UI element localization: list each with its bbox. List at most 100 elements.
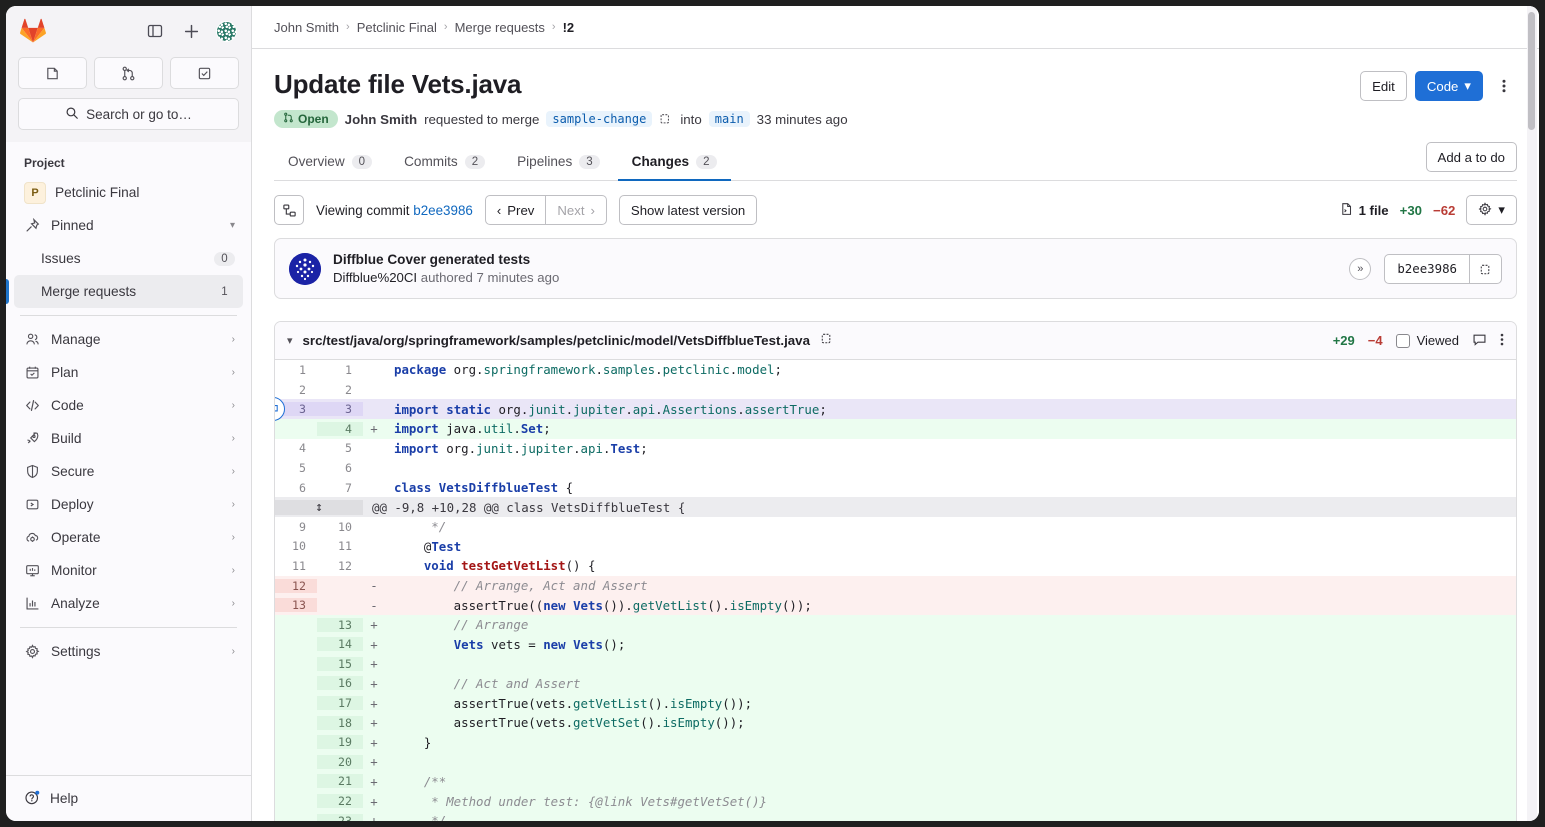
diff-new-line-number[interactable]: 21 (317, 774, 363, 789)
diff-old-line-number[interactable]: 6 (299, 480, 306, 495)
sidebar-item-deploy[interactable]: Deploy › (14, 488, 243, 521)
help-button[interactable]: Help (6, 775, 251, 821)
expand-commit-button[interactable]: » (1349, 257, 1372, 280)
diff-new-line-number[interactable]: 2 (345, 382, 352, 397)
diff-line[interactable]: 16 + // Act and Assert (275, 673, 1516, 694)
diff-new-line-number[interactable]: 16 (317, 676, 363, 691)
diff-old-line-number[interactable]: 12 (275, 578, 317, 593)
diff-line[interactable]: 21 + /** (275, 771, 1516, 792)
copy-file-path-icon[interactable] (820, 331, 834, 350)
sidebar-item-secure[interactable]: Secure › (14, 455, 243, 488)
diff-line[interactable]: 11 12 void testGetVetList() { (275, 556, 1516, 576)
copy-sha-icon[interactable] (1470, 253, 1502, 284)
tab-commits[interactable]: Commits 2 (390, 145, 499, 181)
collapse-file-icon[interactable]: ▾ (287, 335, 293, 348)
file-more-actions-icon[interactable] (1500, 332, 1504, 350)
expand-lines-icon[interactable]: ↕ (275, 499, 363, 515)
plus-icon[interactable] (180, 20, 202, 42)
search-input[interactable]: Search or go to… (18, 98, 239, 130)
diff-line[interactable]: 22 + * Method under test: {@link Vets#get… (275, 791, 1516, 811)
diff-new-line-number[interactable]: 14 (317, 637, 363, 652)
sidebar-item-build[interactable]: Build › (14, 422, 243, 455)
tab-overview[interactable]: Overview 0 (274, 145, 386, 181)
sidebar-item-issues[interactable]: Issues 0 (14, 242, 243, 275)
sidebar-toggle-icon[interactable] (144, 20, 166, 42)
diff-line[interactable]: 9 10 */ (275, 516, 1516, 537)
diff-old-line-number[interactable]: 13 (275, 598, 317, 613)
tab-changes[interactable]: Changes 2 (617, 145, 731, 182)
diff-line[interactable]: 12 - // Arrange, Act and Assert (275, 575, 1516, 596)
diff-settings-button[interactable]: ▾ (1466, 195, 1517, 226)
diff-new-line-number[interactable]: 19 (317, 735, 363, 750)
diff-line[interactable]: 4 5 import org.junit.jupiter.api.Test; (275, 438, 1516, 459)
diff-line[interactable]: 14 + Vets vets = new Vets(); (275, 634, 1516, 655)
todos-icon[interactable] (170, 57, 239, 89)
viewed-checkbox[interactable]: Viewed (1395, 333, 1459, 348)
page-scrollbar-thumb[interactable] (1528, 12, 1535, 130)
diff-new-line-number[interactable]: 18 (317, 715, 363, 730)
diff-old-line-number[interactable]: 11 (292, 558, 306, 573)
diff-old-line-number[interactable]: 9 (299, 519, 306, 534)
diff-new-line-number[interactable]: 6 (345, 460, 352, 475)
prev-version-button[interactable]: ‹ Prev (484, 195, 547, 226)
diff-line[interactable]: 1 1 package org.springframework.samples.pe… (275, 360, 1516, 380)
diff-old-line-number[interactable]: 2 (299, 382, 306, 397)
diff-new-line-number[interactable]: 11 (338, 539, 352, 554)
diff-line[interactable]: 4 + import java.util.Set; (275, 418, 1516, 439)
issues-icon[interactable] (18, 57, 87, 89)
diff-line[interactable]: 17 + assertTrue(vets.getVetList().isEmpty… (275, 693, 1516, 713)
diff-line[interactable]: 6 7 class VetsDiffblueTest { (275, 477, 1516, 498)
sidebar-item-merge-requests[interactable]: Merge requests 1 (6, 275, 243, 308)
diff-line[interactable]: 20 + (275, 752, 1516, 772)
diff-new-line-number[interactable]: 3 (317, 402, 363, 417)
page-scrollbar-track[interactable] (1527, 6, 1537, 821)
more-actions-button[interactable] (1491, 71, 1517, 101)
diff-old-line-number[interactable]: 10 (292, 539, 306, 554)
sidebar-item-analyze[interactable]: Analyze › (14, 587, 243, 620)
diff-line[interactable]: 19 + } (275, 732, 1516, 753)
compare-versions-icon[interactable] (274, 195, 304, 226)
sidebar-item-settings[interactable]: Settings › (14, 635, 243, 668)
sidebar-item-code[interactable]: Code › (14, 389, 243, 422)
sidebar-item-project[interactable]: P Petclinic Final (14, 176, 243, 209)
diff-line[interactable]: 3 3 import static org.junit.jupiter.api.As… (275, 397, 1516, 422)
diff-new-line-number[interactable]: 23 (317, 813, 363, 821)
diff-line[interactable]: 10 11 @Test (275, 536, 1516, 557)
sidebar-item-operate[interactable]: Operate › (14, 521, 243, 554)
diff-line[interactable]: 23 + */ (275, 810, 1516, 821)
diff-new-line-number[interactable]: 17 (317, 696, 363, 711)
edit-button[interactable]: Edit (1360, 71, 1407, 101)
diff-old-line-number[interactable]: 3 (275, 402, 317, 417)
source-branch-chip[interactable]: sample-change (546, 111, 653, 128)
breadcrumb-item-merge-requests[interactable]: Merge requests (454, 19, 545, 35)
diff-new-line-number[interactable]: 10 (338, 519, 352, 534)
diff-new-line-number[interactable]: 4 (317, 421, 363, 436)
diff-new-line-number[interactable]: 20 (317, 754, 363, 769)
user-avatar[interactable] (216, 20, 237, 42)
add-todo-button[interactable]: Add a to do (1425, 142, 1517, 173)
diff-new-line-number[interactable]: 1 (345, 362, 352, 377)
code-button[interactable]: Code ▾ (1414, 71, 1483, 101)
diff-old-line-number[interactable]: 1 (299, 362, 306, 377)
copy-branch-icon[interactable] (659, 111, 673, 128)
diff-old-line-number[interactable]: 4 (299, 441, 306, 456)
viewing-commit-sha[interactable]: b2ee3986 (413, 202, 473, 218)
diff-new-line-number[interactable]: 13 (317, 617, 363, 632)
sidebar-item-monitor[interactable]: Monitor › (14, 554, 243, 587)
diff-line[interactable]: 18 + assertTrue(vets.getVetSet().isEmpty(… (275, 712, 1516, 733)
diff-new-line-number[interactable]: 5 (345, 441, 352, 456)
next-version-button[interactable]: Next › (546, 195, 607, 226)
merge-request-author[interactable]: John Smith (344, 111, 418, 127)
diff-hunk-header[interactable]: ↕ @@ -9,8 +10,28 @@ class VetsDiffblueTes… (275, 497, 1516, 517)
diff-line[interactable]: 15 + (275, 654, 1516, 674)
diff-new-line-number[interactable]: 15 (317, 656, 363, 671)
diff-line[interactable]: 13 - assertTrue((new Vets()).getVetList()… (275, 595, 1516, 615)
target-branch-chip[interactable]: main (708, 111, 750, 128)
commit-sha[interactable]: b2ee3986 (1384, 253, 1470, 284)
commit-title[interactable]: Diffblue Cover generated tests (333, 252, 531, 268)
diff-new-line-number[interactable]: 7 (345, 480, 352, 495)
diff-new-line-number[interactable]: 12 (338, 558, 352, 573)
diff-old-line-number[interactable]: 5 (299, 460, 306, 475)
